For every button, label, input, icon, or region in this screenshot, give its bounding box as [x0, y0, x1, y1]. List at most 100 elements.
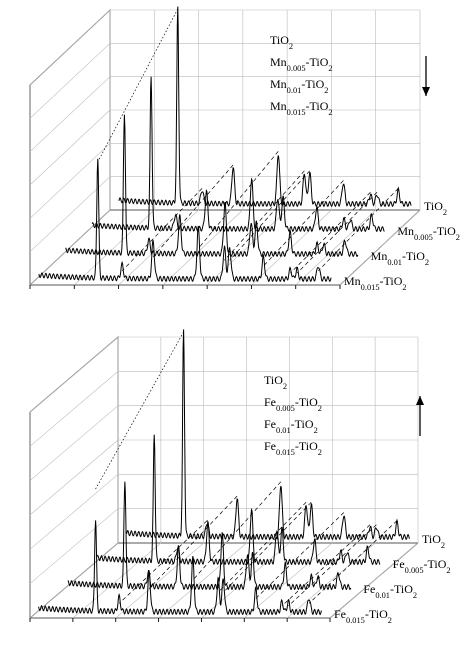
grid — [29, 9, 421, 286]
annotation-row-label-sub: 2 — [289, 42, 293, 51]
size-arrow-head — [422, 87, 430, 96]
plot-frame — [29, 8, 421, 286]
annotation-row-label-sub2: 2 — [328, 64, 332, 73]
grid-side-line — [29, 508, 119, 584]
grid-floor-line — [158, 542, 247, 619]
series-label-name: Mn — [371, 249, 388, 263]
annotation-row-label: Fe0.015-TiO2 — [264, 439, 322, 457]
series-label-suffix: -TiO — [365, 607, 388, 621]
annotation-row-label-sub2: 2 — [314, 426, 318, 435]
series-label-sub2: 2 — [402, 283, 406, 292]
series-label-sub2: 2 — [446, 566, 450, 575]
grid-side-line — [29, 474, 119, 550]
annotation-row-label-name: Mn — [270, 77, 287, 91]
annotation-row-label: Fe0.01-TiO2 — [264, 417, 318, 435]
series-line — [67, 481, 352, 591]
grid-floor-line — [329, 542, 419, 619]
series-label-suffix: -TiO — [402, 249, 425, 263]
series-label-suffix: -TiO — [380, 274, 403, 288]
series-line — [118, 6, 412, 208]
annotation-row-label: TiO2 — [270, 33, 293, 51]
grid-floor-line — [201, 542, 290, 619]
series-line — [96, 434, 381, 566]
annotation-row-label-name: Mn — [270, 55, 287, 69]
grid-side-line — [29, 405, 119, 481]
peak-guide — [198, 151, 279, 249]
series-label-sub: 0.015 — [361, 283, 380, 292]
series-line — [91, 76, 385, 233]
series-label-sub: 2 — [441, 541, 445, 550]
series-label: Mn0.005-TiO2 — [397, 224, 460, 242]
series-label-sub: 0.01 — [375, 591, 390, 600]
annotation-row-label-suffix: -TiO — [301, 77, 324, 91]
annotation-row-label-name: Fe — [264, 417, 276, 431]
peak-guide — [95, 331, 184, 490]
grid-floor-line — [74, 209, 155, 286]
peak-guide — [281, 524, 371, 607]
annotation-row-label-suffix: -TiO — [295, 439, 318, 453]
peak-guide — [148, 495, 238, 589]
series-label-name: Fe — [363, 582, 375, 596]
annotation-row-label-sub: 0.015 — [276, 448, 295, 457]
annotation-row-label-sub: 0.01 — [276, 426, 291, 435]
series-label-name: Fe — [393, 557, 405, 571]
annotation-row-label-sub2: 2 — [318, 404, 322, 413]
grid-side-line — [29, 76, 111, 152]
annotation-row-label-sub: 0.005 — [287, 64, 306, 73]
peak-guide — [121, 188, 203, 272]
series-label-name: Fe — [334, 607, 346, 621]
grid-floor-line — [162, 209, 244, 286]
peak-guide — [288, 524, 377, 607]
peak-guide — [290, 192, 371, 274]
annotation-row-label: Mn0.01-TiO2 — [270, 77, 328, 95]
series-label-sub: 0.005 — [414, 233, 433, 242]
annotation-row-label-sub: 0.005 — [276, 404, 295, 413]
annotation-row-label-suffix: -TiO — [295, 395, 318, 409]
annotation-row-label-name: TiO — [264, 373, 283, 387]
grid-side-line — [29, 143, 111, 219]
series-label-sub2: 2 — [425, 258, 429, 267]
series-label-name: Mn — [397, 224, 414, 238]
annotation-row-label-sub2: 2 — [318, 448, 322, 457]
series-line — [65, 114, 359, 258]
annotation-row-label-sub: 0.01 — [287, 86, 302, 95]
grid — [29, 336, 419, 619]
annotation-row-label-name: Fe — [264, 439, 276, 453]
grid-floor-line — [295, 209, 376, 286]
grid-floor-line — [29, 542, 119, 619]
grid-floor-line — [339, 209, 421, 286]
grid-floor-line — [286, 542, 376, 619]
grid-side-line — [29, 43, 111, 119]
annotation-row-label-sub2: 2 — [324, 86, 328, 95]
peak-guide — [318, 188, 399, 272]
annotation-row-label-sub: 2 — [283, 382, 287, 391]
series-label-suffix: -TiO — [424, 557, 447, 571]
peak-guide — [308, 520, 398, 604]
series-line — [38, 520, 322, 616]
series-label: Fe0.005-TiO2 — [393, 557, 451, 575]
peak-guide — [223, 501, 312, 593]
grid-side-line — [29, 109, 111, 186]
panel-b: TiO2Fe0.005-TiO2Fe0.01-TiO2Fe0.015-TiO2T… — [29, 329, 451, 625]
series-label-name: Mn — [344, 274, 361, 288]
annotation-row-label-name: Fe — [264, 395, 276, 409]
grid-side-line — [29, 9, 111, 86]
peak-guide — [263, 180, 344, 267]
peak-guide — [97, 8, 179, 163]
series-label-suffix: -TiO — [390, 582, 413, 596]
grid-floor-line — [72, 542, 162, 619]
panel-a: TiO2Mn0.005-TiO2Mn0.01-TiO2Mn0.015-TiO2T… — [29, 6, 460, 292]
size-arrow-head — [416, 396, 424, 405]
peak-guide — [192, 481, 282, 581]
series-label: Fe0.015-TiO2 — [334, 607, 392, 625]
series-line — [126, 329, 410, 541]
series-line — [38, 158, 332, 283]
series-label-sub2: 2 — [388, 616, 392, 625]
peak-guide — [152, 164, 234, 257]
annotation-row-label-suffix: -TiO — [306, 99, 329, 113]
peak-guide — [224, 170, 305, 261]
annotation-row-label: Mn0.005-TiO2 — [270, 55, 333, 73]
annotation-row-label: Mn0.015-TiO2 — [270, 99, 333, 117]
grid-side-line — [29, 371, 119, 447]
